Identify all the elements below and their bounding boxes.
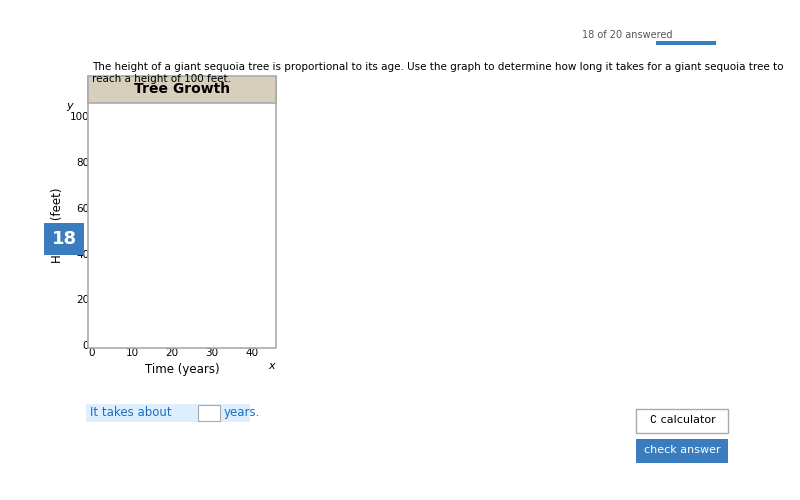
Text: 18: 18 <box>51 230 77 248</box>
Text: x: x <box>268 360 274 370</box>
Text: 18 of 20 answered: 18 of 20 answered <box>582 30 672 40</box>
Y-axis label: Height (feet): Height (feet) <box>51 187 64 263</box>
Text: check answer: check answer <box>644 445 721 455</box>
Text: The height of a giant sequoia tree is proportional to its age. Use the graph to : The height of a giant sequoia tree is pr… <box>92 62 783 84</box>
Text: y: y <box>66 101 74 111</box>
X-axis label: Time (years): Time (years) <box>145 364 219 376</box>
Text: It takes about: It takes about <box>90 406 172 419</box>
Text: Tree Growth: Tree Growth <box>134 82 230 96</box>
Text: years.: years. <box>224 406 260 419</box>
Text: ∁ calculator: ∁ calculator <box>650 415 715 425</box>
